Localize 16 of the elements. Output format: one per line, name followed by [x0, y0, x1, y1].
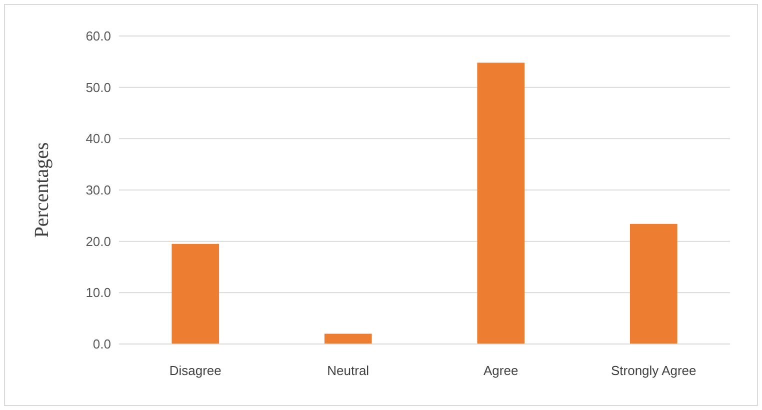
- y-axis-title: Percentages: [31, 142, 53, 238]
- y-tick-label: 20.0: [86, 234, 111, 249]
- y-tick-label: 40.0: [86, 131, 111, 146]
- x-tick-label: Strongly Agree: [610, 363, 696, 378]
- x-tick-label: Neutral: [327, 363, 370, 378]
- x-tick-label: Agree: [484, 363, 518, 378]
- bar: [324, 334, 372, 344]
- x-tick-label: Disagree: [169, 363, 222, 378]
- bar: [630, 224, 678, 344]
- y-tick-label: 50.0: [86, 80, 111, 95]
- y-tick-label: 0.0: [92, 336, 111, 352]
- bar: [477, 62, 525, 344]
- y-tick-label: 30.0: [86, 182, 111, 198]
- y-tick-label: 10.0: [86, 285, 111, 300]
- y-tick-label: 60.0: [86, 28, 111, 44]
- bar: [172, 244, 220, 344]
